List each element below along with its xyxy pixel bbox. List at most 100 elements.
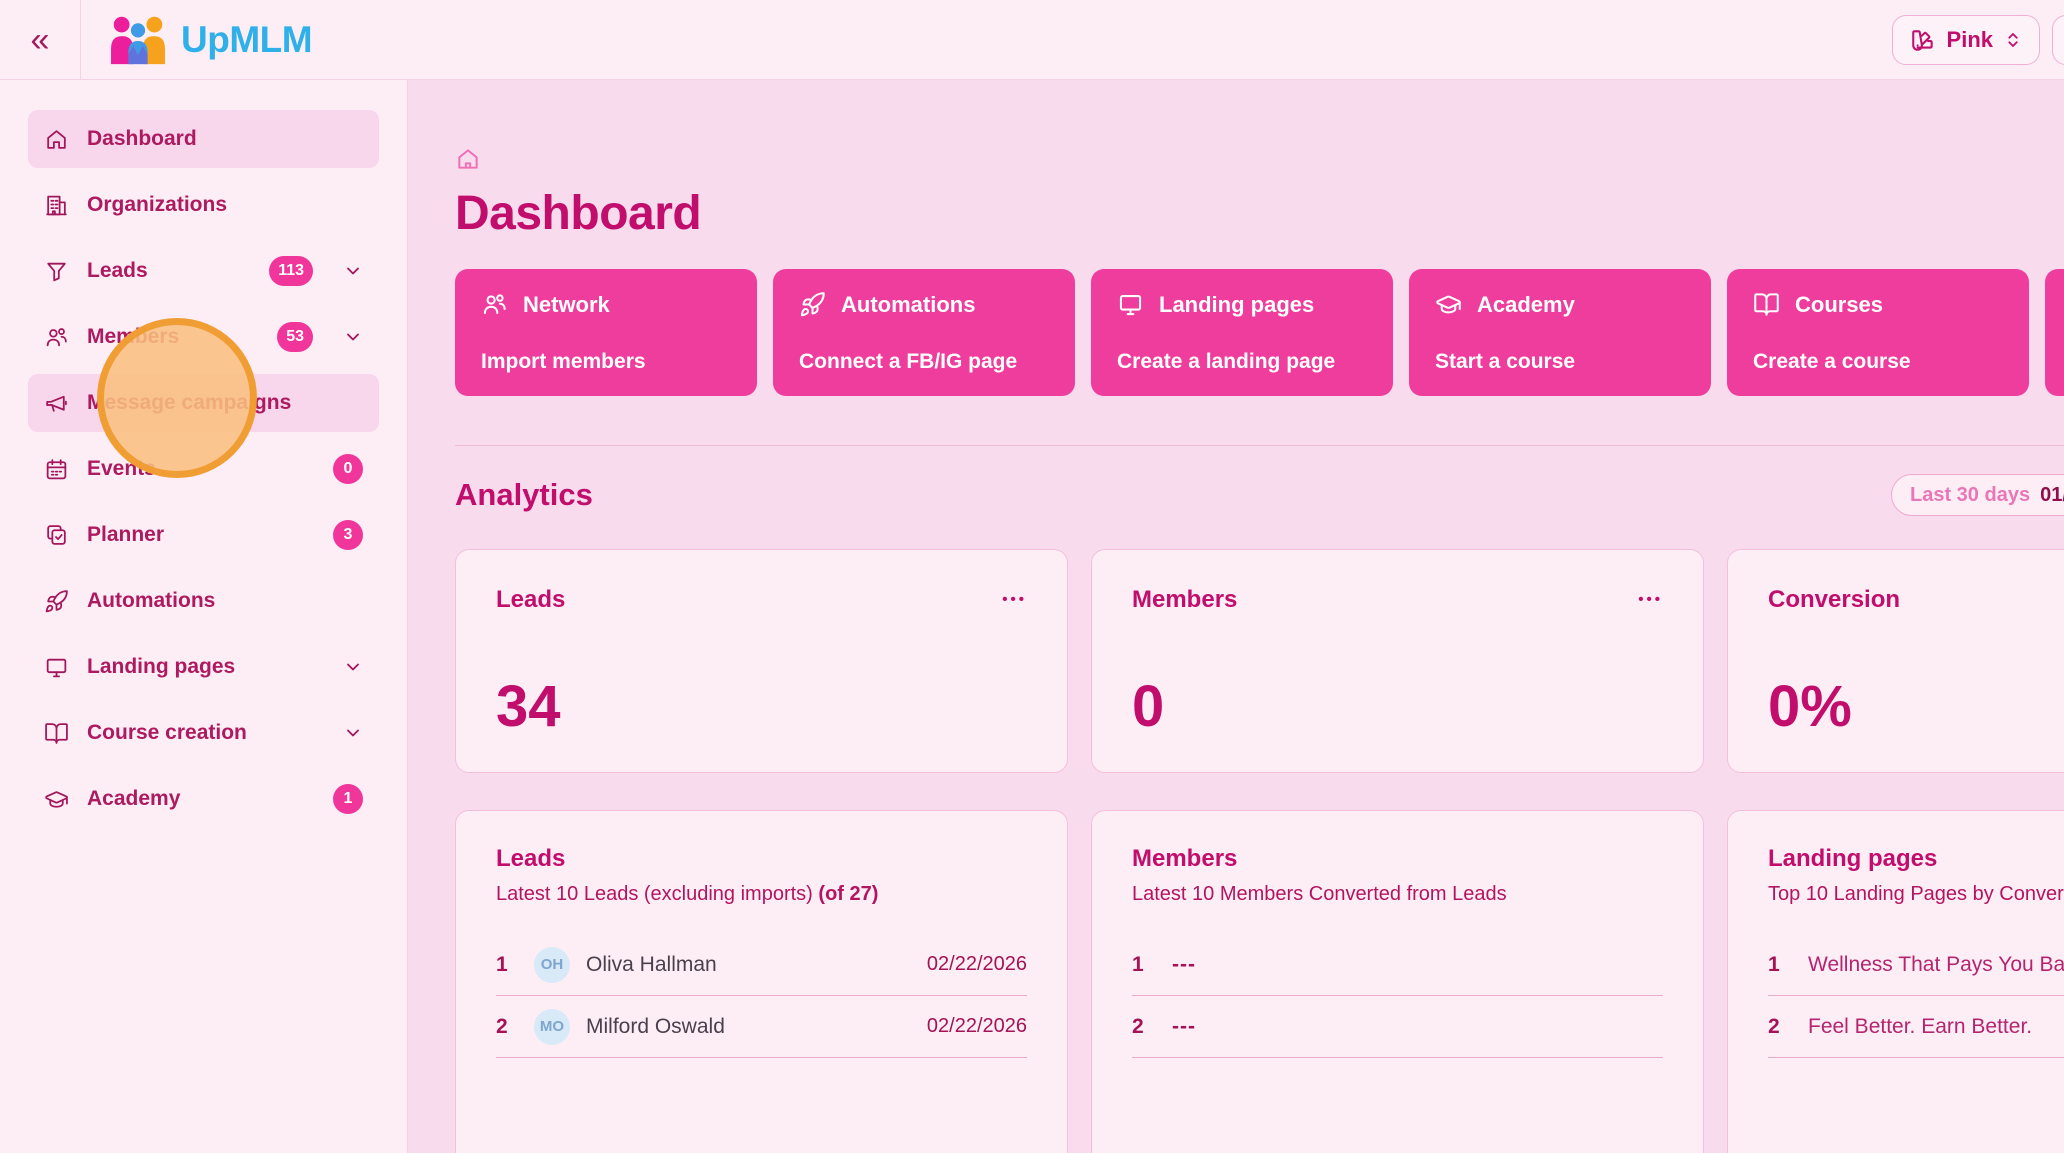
lead-date: 02/22/2026 xyxy=(926,1015,1027,1037)
sidebar-collapse-button[interactable]: « xyxy=(0,0,81,80)
home-icon xyxy=(47,129,66,149)
stat-menu-dots[interactable]: ••• xyxy=(1638,591,1663,608)
sidebar-item-label: Academy xyxy=(87,787,181,810)
graduation-cap-icon xyxy=(1436,295,1461,314)
stat-value: 0% xyxy=(1768,674,1852,739)
stat-value: 0 xyxy=(1132,674,1165,739)
lead-row[interactable]: 1 OH Oliva Hallman 02/22/2026 xyxy=(496,934,1027,996)
sidebar-item-label: Landing pages xyxy=(87,655,236,678)
member-placeholder: --- xyxy=(1172,1014,1196,1038)
list-title: Members xyxy=(1132,845,1238,872)
chevron-up-down-icon xyxy=(2008,32,2018,47)
row-number: 1 xyxy=(1768,952,1780,976)
sidebar-item-automations[interactable]: Automations xyxy=(28,572,379,630)
sidebar-item-events[interactable]: Events 0 xyxy=(28,440,379,498)
quick-action-network[interactable]: Network Import members xyxy=(455,269,757,396)
stat-title: Leads xyxy=(496,586,566,613)
row-number: 2 xyxy=(496,1014,508,1038)
stat-card-members: Members ••• 0 xyxy=(1091,549,1704,773)
row-number: 1 xyxy=(1132,952,1144,976)
chevron-down-icon[interactable] xyxy=(343,327,363,347)
sidebar-item-label: Leads xyxy=(87,259,148,282)
list-subtitle: Latest 10 Leads (excluding imports) (of … xyxy=(496,883,879,905)
landing-page-row[interactable]: 2 Feel Better. Earn Better. xyxy=(1768,996,2064,1058)
stat-card-leads: Leads ••• 34 xyxy=(455,549,1068,773)
quick-action-subtitle: Create a landing page xyxy=(1117,350,1336,373)
planner-icon xyxy=(47,524,66,545)
sidebar-item-members[interactable]: Members 53 xyxy=(28,308,379,366)
avatar: MO xyxy=(534,1008,570,1045)
book-open-icon xyxy=(1754,293,1779,316)
analytics-lists-row: Leads Latest 10 Leads (excluding imports… xyxy=(455,810,2064,1153)
sidebar-item-label: Members xyxy=(87,325,180,348)
theme-select[interactable]: Pink xyxy=(1891,14,2040,65)
quick-action-title: Automations xyxy=(841,291,976,317)
sidebar-item-label: Organizations xyxy=(87,193,228,216)
avatar: OH xyxy=(534,946,570,983)
quick-actions-row: Network Import members Automations Conne… xyxy=(455,269,2064,396)
sidebar-item-organizations[interactable]: Organizations xyxy=(28,176,379,234)
analytics-heading: Analytics xyxy=(455,477,593,512)
chevron-down-icon[interactable] xyxy=(343,657,363,677)
quick-action-title: Academy xyxy=(1477,291,1575,317)
academy-count-badge: 1 xyxy=(333,784,363,814)
users-icon xyxy=(483,294,506,314)
sidebar-item-landing-pages[interactable]: Landing pages xyxy=(28,638,379,696)
sidebar-item-label: Automations xyxy=(87,589,216,612)
lead-row[interactable]: 2 MO Milford Oswald 02/22/2026 xyxy=(496,996,1027,1058)
list-title: Landing pages xyxy=(1768,845,1938,872)
quick-action-subtitle: Create a course xyxy=(1753,350,1911,373)
chevron-down-icon[interactable] xyxy=(343,723,363,743)
member-placeholder: --- xyxy=(1172,952,1196,976)
sidebar-item-leads[interactable]: Leads 113 xyxy=(28,242,379,300)
list-card-leads: Leads Latest 10 Leads (excluding imports… xyxy=(455,810,1068,1153)
megaphone-icon xyxy=(46,395,67,412)
partial-toolbar-button[interactable] xyxy=(2052,14,2064,65)
sidebar-item-course-creation[interactable]: Course creation xyxy=(28,704,379,762)
landing-page-name: Wellness That Pays You Back xyxy=(1808,952,2064,976)
member-row: 2 --- xyxy=(1132,996,1663,1058)
sidebar-item-planner[interactable]: Planner 3 xyxy=(28,506,379,564)
chevron-down-icon[interactable] xyxy=(343,261,363,281)
lead-name: Milford Oswald xyxy=(586,1014,725,1038)
list-card-members: Members Latest 10 Members Converted from… xyxy=(1091,810,1704,1153)
breadcrumb-home-icon[interactable] xyxy=(455,146,481,172)
analytics-stats-row: Leads ••• 34 Members ••• 0 Conversion 0% xyxy=(455,549,2064,773)
quick-action-title: Landing pages xyxy=(1159,291,1315,317)
users-icon xyxy=(46,327,67,346)
quick-action-automations[interactable]: Automations Connect a FB/IG page xyxy=(773,269,1075,396)
list-subtitle: Top 10 Landing Pages by Convers xyxy=(1768,883,2064,905)
quick-action-partial[interactable]: C xyxy=(2045,269,2064,396)
events-count-badge: 0 xyxy=(333,454,363,484)
monitor-icon xyxy=(46,658,67,677)
date-filter-range: 01/2 xyxy=(2040,483,2064,506)
date-filter-preset: Last 30 days xyxy=(1910,483,2031,506)
leads-count-badge: 113 xyxy=(269,256,313,286)
landing-page-row[interactable]: 1 Wellness That Pays You Back xyxy=(1768,934,2064,996)
quick-action-title: Network xyxy=(523,291,610,317)
lead-date: 02/22/2026 xyxy=(926,953,1027,975)
quick-action-subtitle: Connect a FB/IG page xyxy=(799,350,1018,373)
swatch-icon xyxy=(1911,29,1933,51)
row-number: 2 xyxy=(1132,1014,1144,1038)
lead-name: Oliva Hallman xyxy=(586,952,717,976)
list-subtitle: Latest 10 Members Converted from Leads xyxy=(1132,883,1507,905)
stat-menu-dots[interactable]: ••• xyxy=(1002,591,1027,608)
quick-action-courses[interactable]: Courses Create a course xyxy=(1727,269,2029,396)
sidebar-item-message-campaigns[interactable]: Message campaigns xyxy=(28,374,379,432)
theme-select-value: Pink xyxy=(1946,26,1993,52)
logo-text: UpMLM xyxy=(181,18,313,60)
funnel-icon xyxy=(47,262,66,281)
list-card-landing-pages: Landing pages Top 10 Landing Pages by Co… xyxy=(1727,810,2064,1153)
stat-card-conversion: Conversion 0% xyxy=(1727,549,2064,773)
members-count-badge: 53 xyxy=(277,322,313,352)
sidebar-item-label: Course creation xyxy=(87,721,247,744)
date-range-filter[interactable]: Last 30 days 01/2 xyxy=(1891,474,2064,516)
stat-title: Members xyxy=(1132,586,1238,613)
sidebar-item-dashboard[interactable]: Dashboard xyxy=(28,110,379,168)
sidebar-item-academy[interactable]: Academy 1 xyxy=(28,770,379,828)
quick-action-academy[interactable]: Academy Start a course xyxy=(1409,269,1711,396)
quick-action-landing-pages[interactable]: Landing pages Create a landing page xyxy=(1091,269,1393,396)
building-icon xyxy=(46,195,67,215)
member-row: 1 --- xyxy=(1132,934,1663,996)
